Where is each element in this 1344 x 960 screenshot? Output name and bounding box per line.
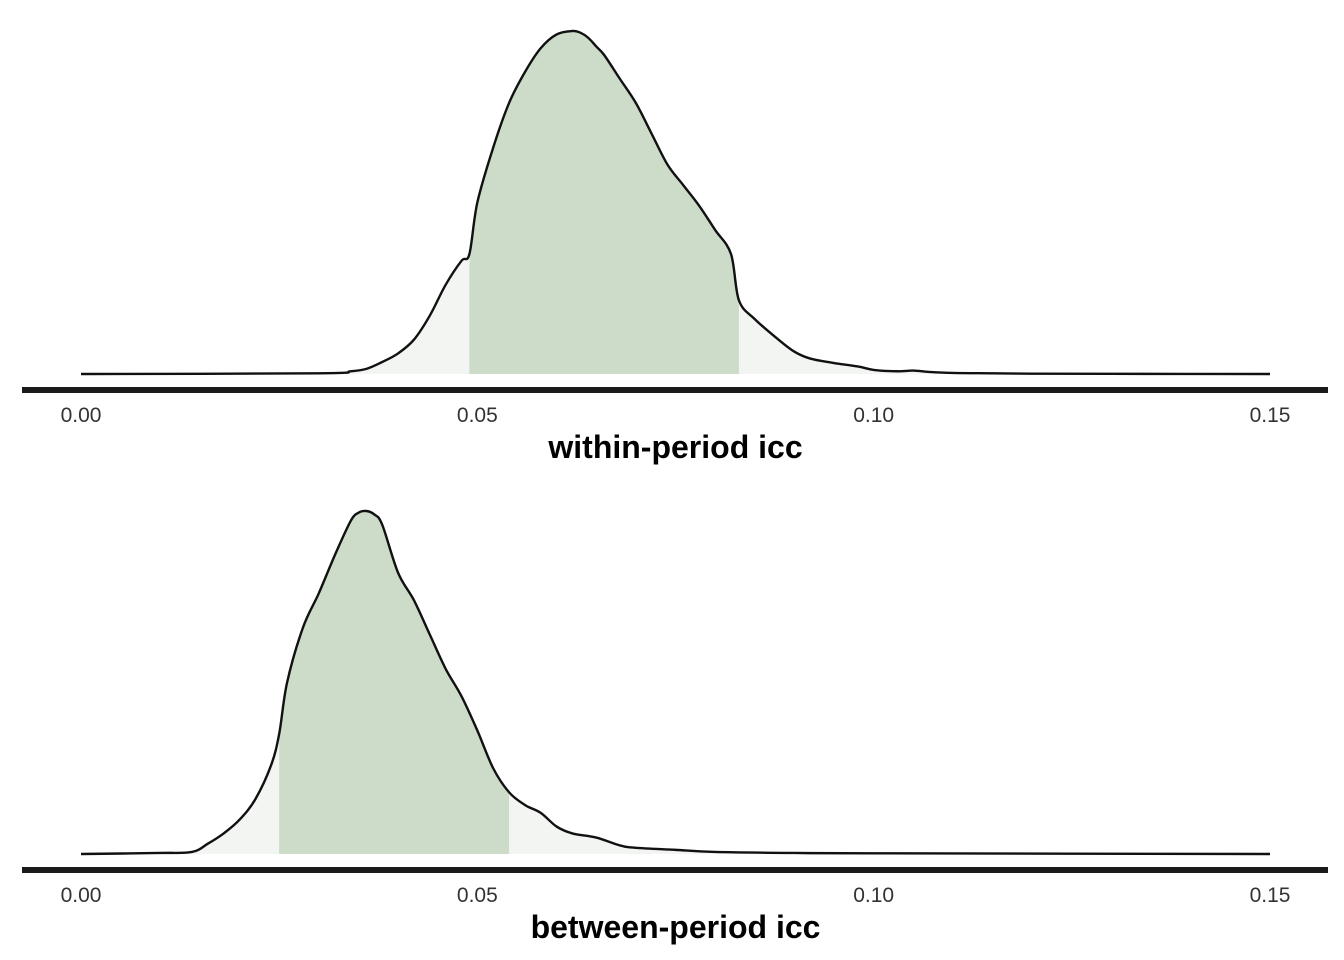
x-axis-ticks: 0.00 0.05 0.10 0.15 [61, 884, 1291, 907]
x-axis-ticks: 0.00 0.05 0.10 0.15 [61, 404, 1291, 427]
x-axis-title: within-period icc [547, 429, 802, 465]
x-axis-title: between-period icc [531, 909, 821, 945]
x-tick-label: 0.05 [457, 884, 498, 907]
x-tick-label: 0.10 [853, 404, 894, 427]
panel-within-period: 0.00 0.05 0.10 0.15 within-period icc [22, 29, 1328, 465]
density-tail-area [81, 510, 1270, 854]
x-tick-label: 0.10 [853, 884, 894, 907]
x-tick-label: 0.00 [61, 404, 102, 427]
x-tick-label: 0.15 [1250, 404, 1291, 427]
density-interval-area [279, 510, 510, 854]
x-tick-label: 0.15 [1250, 884, 1291, 907]
x-tick-label: 0.00 [61, 884, 102, 907]
x-tick-label: 0.05 [457, 404, 498, 427]
density-interval-area [469, 30, 739, 375]
density-curve [80, 29, 1271, 376]
panel-between-period: 0.00 0.05 0.10 0.15 between-period icc [22, 509, 1328, 945]
density-curve [80, 509, 1271, 856]
